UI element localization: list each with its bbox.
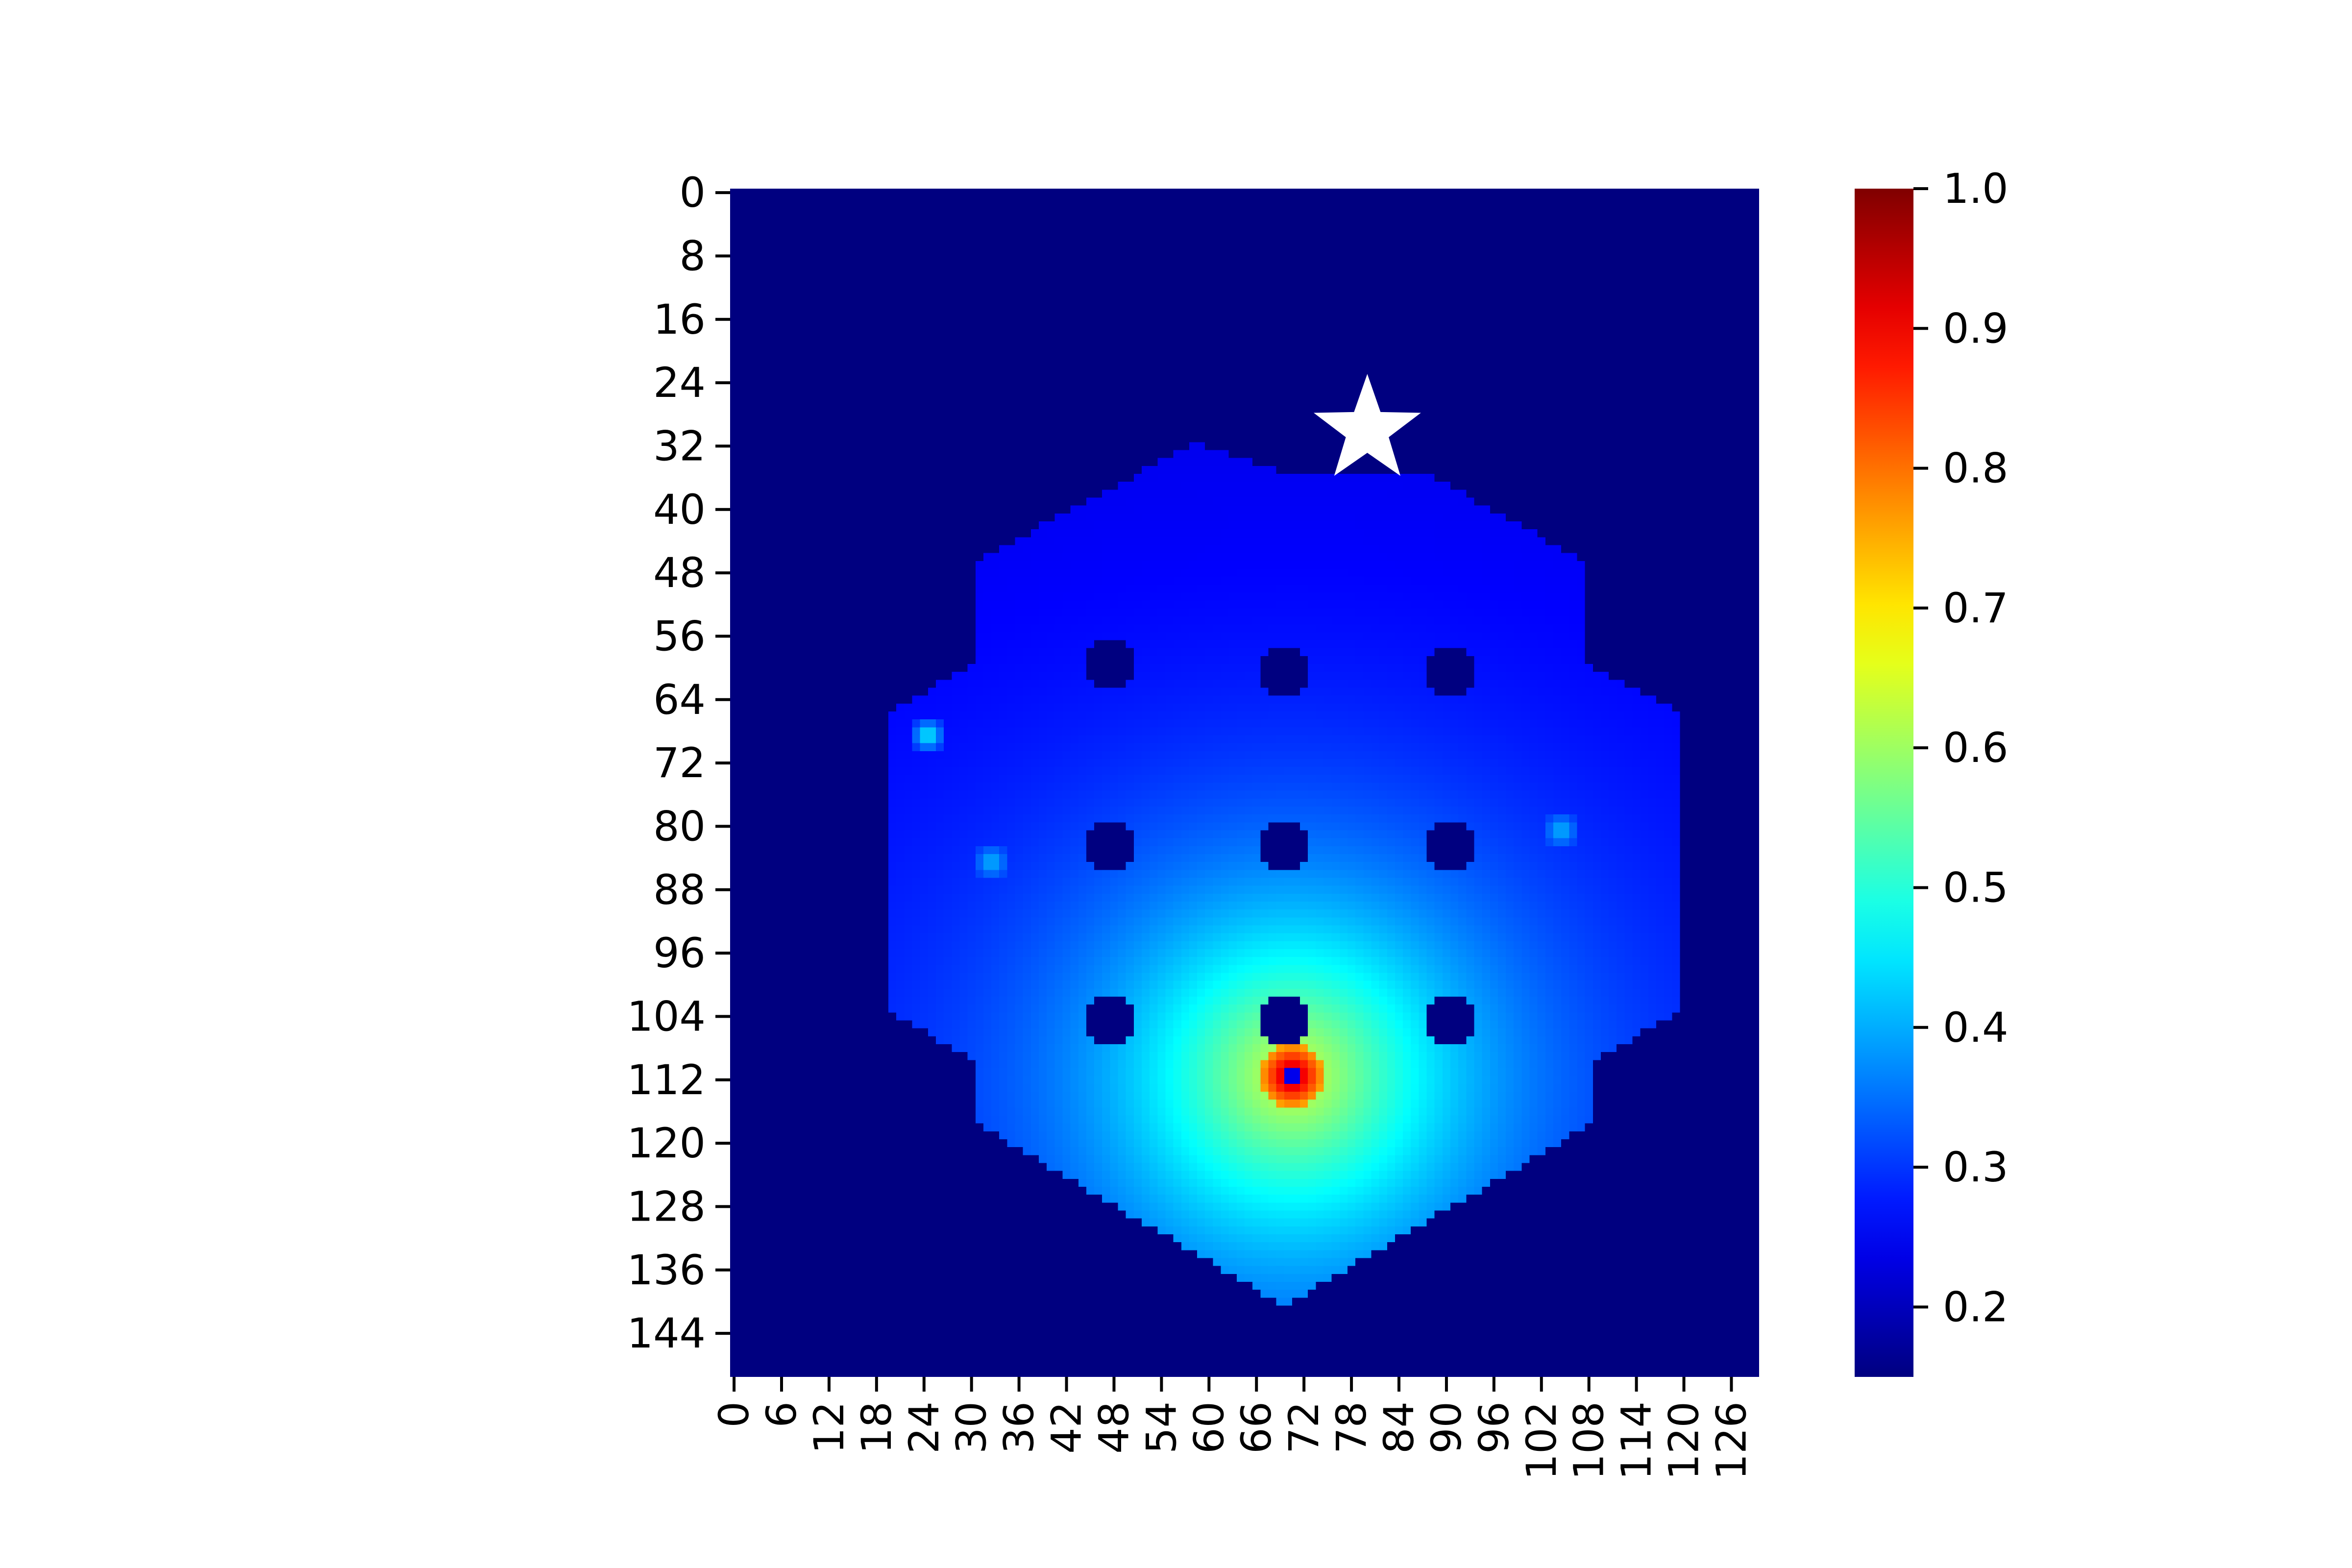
x-tick-label: 78 xyxy=(1327,1401,1375,1454)
y-tick-label: 96 xyxy=(653,929,706,977)
colorbar-tick-label: 0.3 xyxy=(1943,1143,2009,1191)
x-tick-label: 84 xyxy=(1375,1401,1423,1454)
y-tick-label: 40 xyxy=(653,486,706,534)
x-tick-label: 48 xyxy=(1090,1401,1138,1454)
x-tick-label: 120 xyxy=(1660,1401,1708,1480)
heatmap-plot-area xyxy=(730,189,1759,1377)
y-tick-label: 136 xyxy=(627,1246,706,1294)
y-tick-label: 32 xyxy=(653,422,706,470)
y-tick-label: 72 xyxy=(653,739,706,787)
x-tick-label: 108 xyxy=(1565,1401,1613,1480)
y-tick-label: 112 xyxy=(627,1056,706,1104)
y-tick-label: 88 xyxy=(653,866,706,914)
x-tick-label: 126 xyxy=(1707,1401,1755,1480)
x-tick-label: 90 xyxy=(1422,1401,1470,1454)
y-tick-label: 24 xyxy=(653,359,706,407)
x-tick-label: 102 xyxy=(1518,1401,1566,1480)
x-tick-label: 96 xyxy=(1470,1401,1518,1454)
x-tick-label: 6 xyxy=(758,1401,806,1427)
colorbar-tick-label: 0.2 xyxy=(1943,1283,2009,1331)
colorbar-tick-label: 0.4 xyxy=(1943,1004,2009,1052)
x-tick-label: 72 xyxy=(1280,1401,1328,1454)
x-tick-label: 30 xyxy=(948,1401,996,1454)
x-tick-label: 114 xyxy=(1613,1401,1661,1480)
y-tick-label: 0 xyxy=(680,169,706,217)
colorbar-tick-label: 1.0 xyxy=(1943,165,2009,213)
x-tick-label: 54 xyxy=(1137,1401,1185,1454)
y-tick-label: 104 xyxy=(627,992,706,1040)
x-tick-label: 12 xyxy=(805,1401,853,1454)
colorbar: 0.2 0.3 0.4 0.5 0.6 0.7 0.8 0.9 1.0 xyxy=(1855,165,2009,1377)
y-tick-label: 120 xyxy=(627,1119,706,1167)
x-tick-label: 42 xyxy=(1043,1401,1091,1454)
y-tick-label: 64 xyxy=(653,676,706,724)
x-tick-label: 18 xyxy=(853,1401,901,1454)
y-tick-label: 8 xyxy=(680,232,706,280)
x-tick-label: 0 xyxy=(710,1401,758,1427)
y-tick-label: 56 xyxy=(653,612,706,660)
star-marker-icon xyxy=(1314,374,1421,476)
colorbar-tick-label: 0.5 xyxy=(1943,863,2009,911)
y-tick-label: 144 xyxy=(627,1309,706,1357)
colorbar-ticks: 0.2 0.3 0.4 0.5 0.6 0.7 0.8 0.9 1.0 xyxy=(1913,165,2009,1331)
x-tick-label: 36 xyxy=(995,1401,1043,1454)
y-tick-label: 48 xyxy=(653,549,706,597)
y-tick-label: 16 xyxy=(653,295,706,343)
y-axis: 0 8 16 24 32 40 48 56 64 72 80 88 96 104 112 120 128 136 1… xyxy=(627,169,730,1357)
colorbar-tick-label: 0.7 xyxy=(1943,584,2009,632)
x-tick-label: 66 xyxy=(1232,1401,1280,1454)
y-tick-label: 128 xyxy=(627,1182,706,1230)
colorbar-tick-label: 0.9 xyxy=(1943,304,2009,352)
heatmap-image-container xyxy=(730,189,1759,1377)
x-axis: 0612182430364248546066727884909610210811… xyxy=(710,1377,1755,1480)
heatmap-image xyxy=(730,189,1759,1377)
colorbar-tick-label: 0.8 xyxy=(1943,444,2009,492)
colorbar-tick-label: 0.6 xyxy=(1943,724,2009,772)
y-tick-label: 80 xyxy=(653,802,706,850)
x-tick-label: 24 xyxy=(900,1401,948,1454)
colorbar-gradient-bar xyxy=(1855,189,1913,1377)
x-tick-label: 60 xyxy=(1185,1401,1233,1454)
